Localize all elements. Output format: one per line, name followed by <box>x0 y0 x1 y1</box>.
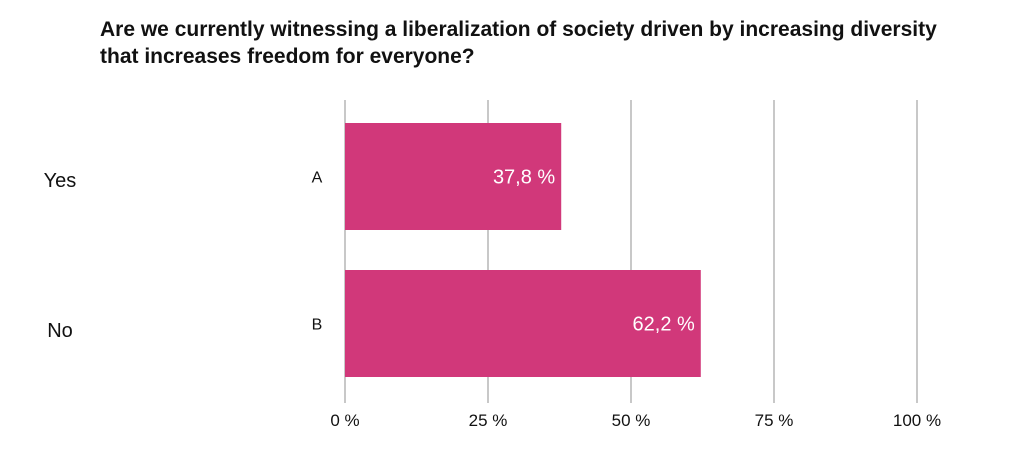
answer-label-yes: Yes <box>43 170 77 192</box>
x-tick-label: 50 % <box>612 411 651 430</box>
x-tick-label: 100 % <box>893 411 941 430</box>
bar-value-label: 62,2 % <box>633 314 695 336</box>
bar-value-label: 37,8 % <box>493 167 555 189</box>
x-tick-label: 25 % <box>469 411 508 430</box>
x-tick-label: 75 % <box>755 411 794 430</box>
bar <box>345 270 701 377</box>
x-tick-label: 0 % <box>330 411 359 430</box>
bar <box>345 123 562 230</box>
category-label: A <box>312 170 323 187</box>
chart-title: Are we currently witnessing a liberaliza… <box>100 18 937 68</box>
category-label: B <box>312 317 323 334</box>
answer-label-no: No <box>47 320 73 342</box>
